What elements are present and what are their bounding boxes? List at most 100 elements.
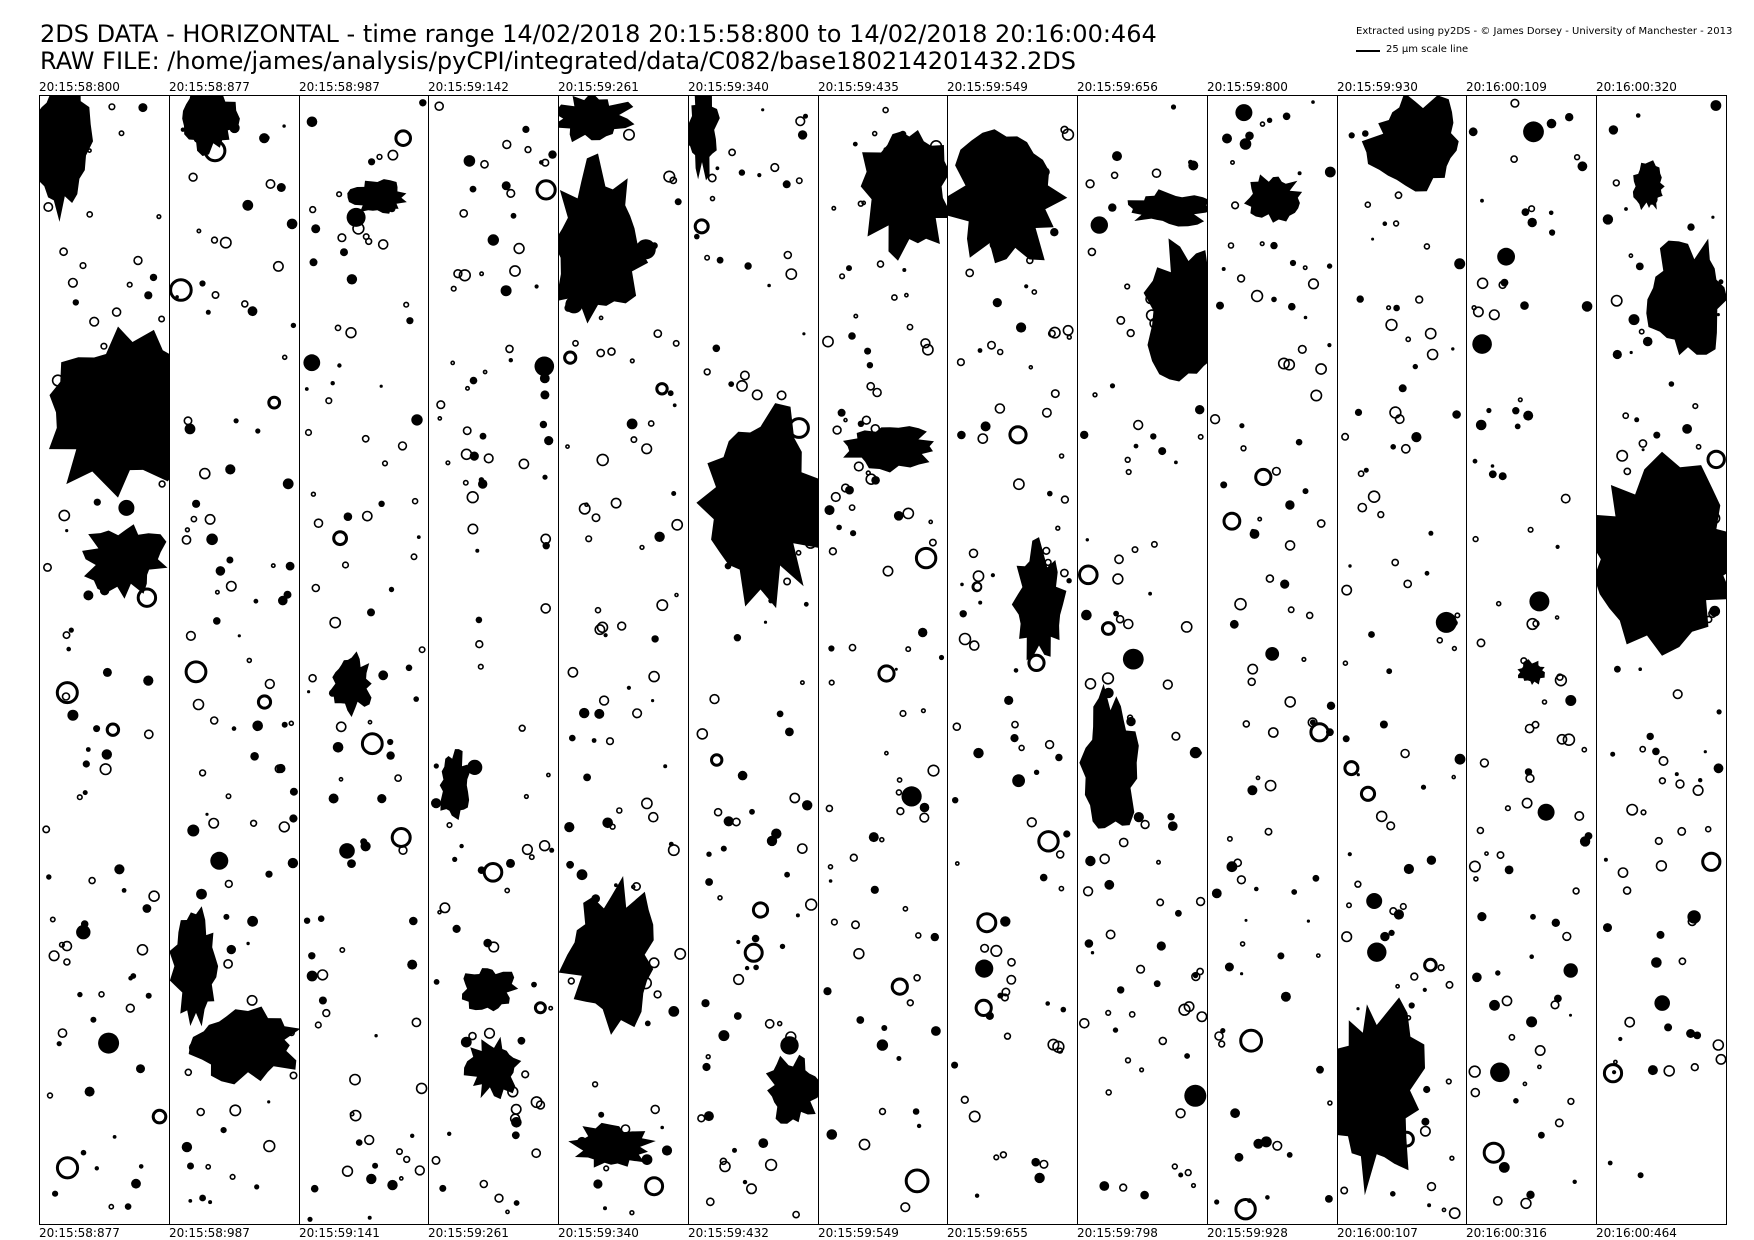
particle-droplet: [502, 139, 512, 150]
particle-droplet: [1470, 1087, 1481, 1098]
particle-droplet: [433, 763, 439, 769]
particle-droplet: [1259, 121, 1266, 127]
particle-droplet: [1242, 720, 1251, 728]
particle-droplet: [252, 720, 263, 732]
particle-droplet: [840, 483, 851, 493]
image-strip: [558, 95, 689, 1225]
particle-droplet: [930, 932, 939, 942]
particle-droplet: [1125, 468, 1132, 476]
particle-droplet: [534, 356, 555, 377]
particle-droplet: [540, 603, 551, 614]
particle-droplet: [1211, 888, 1222, 899]
particle-droplet: [1197, 433, 1204, 440]
particle-droplet: [45, 161, 51, 168]
image-strip: [169, 95, 300, 1225]
particle-droplet: [1184, 1084, 1207, 1107]
particle-droplet: [1703, 750, 1707, 754]
particle-droplet: [94, 1166, 99, 1171]
particle-droplet: [710, 753, 724, 767]
particle-droplet: [1546, 118, 1557, 129]
particle-droplet: [951, 1061, 959, 1069]
particle-droplet: [1497, 247, 1515, 266]
particle-droplet: [1235, 104, 1253, 122]
particle-droplet: [1468, 1065, 1481, 1078]
particle-droplet: [1220, 1028, 1226, 1034]
particle-droplet: [1267, 727, 1279, 738]
particle-droplet: [130, 973, 137, 979]
particle-droplet: [467, 523, 479, 535]
particle-droplet: [86, 211, 94, 218]
particle-droplet: [1101, 672, 1115, 685]
particle-droplet: [871, 476, 880, 485]
particle-droplet: [1526, 672, 1535, 682]
particle-droplet: [1040, 167, 1050, 177]
particle-droplet: [509, 265, 521, 277]
particle-droplet: [803, 113, 808, 119]
particle-droplet: [1628, 314, 1640, 326]
particle-droplet: [482, 369, 488, 375]
particle-droplet: [546, 772, 551, 778]
particle-droplet: [1548, 210, 1554, 216]
particle-droplet: [1668, 381, 1675, 387]
particle-droplet: [1498, 472, 1507, 481]
particle-droplet: [1307, 278, 1320, 290]
particle-droplet: [579, 707, 590, 719]
particle-droplet: [265, 870, 273, 878]
particle-droplet: [102, 667, 112, 677]
particle-droplet: [1231, 201, 1240, 210]
particle-droplet: [199, 1194, 206, 1202]
particle-droplet: [381, 460, 389, 467]
particle-droplet: [128, 448, 135, 456]
particle-droplet: [837, 408, 846, 417]
particle-droplet: [170, 278, 193, 302]
particle-droplet: [1562, 733, 1576, 747]
particle-droplet: [478, 477, 485, 483]
particle-droplet: [1302, 265, 1308, 271]
particle-droplet: [510, 1103, 522, 1115]
particle-droplet: [1012, 774, 1025, 788]
particle-droplet: [1664, 1023, 1673, 1032]
particle-droplet: [1468, 127, 1478, 137]
particle-droplet: [1651, 187, 1662, 197]
particle-droplet: [1013, 668, 1019, 673]
particle-droplet: [1250, 528, 1255, 534]
particle-droplet: [776, 1020, 783, 1027]
particle-image: [1338, 96, 1466, 1220]
particle-droplet: [1227, 242, 1235, 249]
particle-droplet: [705, 1197, 715, 1207]
strip-end-time: 20:16:00:464: [1596, 1226, 1677, 1240]
particle-droplet: [104, 371, 115, 382]
particle-droplet: [225, 464, 236, 475]
particle-droplet: [242, 199, 254, 211]
particle-droplet: [1234, 597, 1247, 611]
particle-droplet: [674, 592, 679, 598]
particle-droplet: [1687, 223, 1695, 231]
particle-droplet: [1654, 836, 1663, 846]
particle-droplet: [709, 693, 720, 705]
particle-droplet: [632, 881, 642, 891]
particle-droplet: [893, 511, 904, 521]
particle-droplet: [306, 970, 318, 982]
particle-droplet: [914, 546, 938, 570]
particle-droplet: [825, 804, 834, 813]
particle-droplet: [563, 350, 578, 365]
particle-droplet: [704, 254, 711, 261]
particle-droplet: [900, 1202, 911, 1213]
particle-droplet: [1254, 467, 1273, 487]
particle-droplet: [850, 530, 857, 537]
particle-blob: [439, 749, 472, 820]
particle-droplet: [631, 884, 636, 890]
particle-droplet: [1647, 162, 1653, 168]
particle-droplet: [596, 348, 606, 358]
strip-start-time: 20:15:59:340: [688, 80, 769, 94]
particle-droplet: [111, 307, 122, 317]
particle-droplet: [479, 1179, 489, 1189]
particle-droplet: [1171, 731, 1181, 741]
particle-droplet: [360, 841, 371, 852]
particle-droplet: [739, 370, 750, 381]
particle-droplet: [349, 1073, 361, 1086]
particle-droplet: [644, 1020, 651, 1027]
particle-droplet: [1705, 532, 1718, 545]
particle-droplet: [1468, 860, 1481, 873]
particle-droplet: [974, 1193, 980, 1198]
